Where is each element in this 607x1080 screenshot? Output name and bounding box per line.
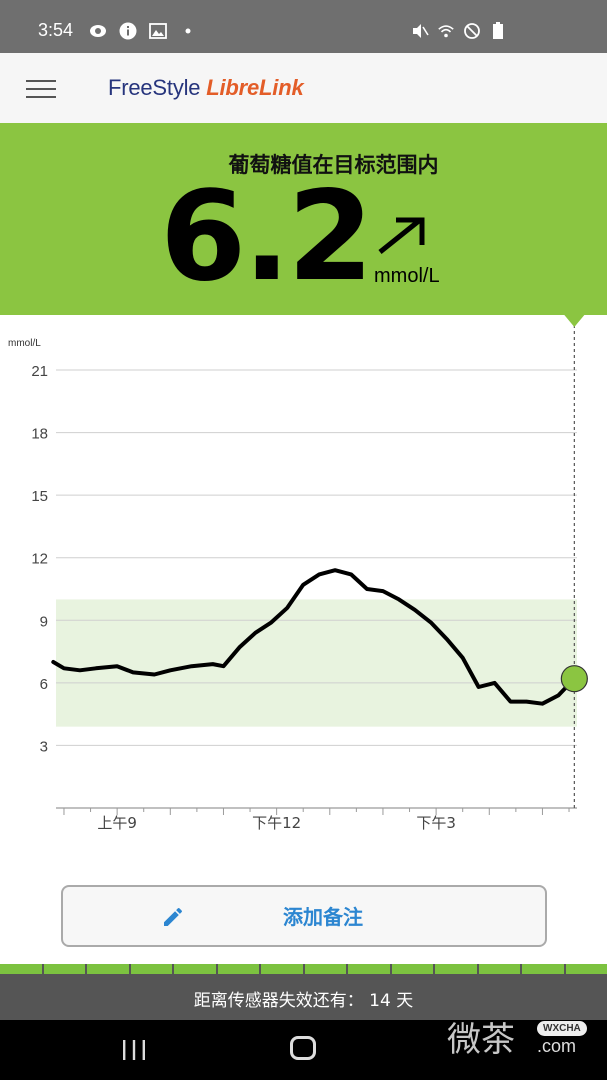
y-axis-label: mmol/L bbox=[8, 338, 41, 349]
info-icon bbox=[119, 22, 137, 40]
sensor-remaining-text: 距离传感器失效还有： 14 天 bbox=[193, 991, 414, 1011]
app-bar: FreeStyle LibreLink bbox=[0, 53, 607, 123]
home-icon[interactable] bbox=[290, 1036, 316, 1060]
sensor-progress-segment bbox=[0, 964, 42, 974]
recents-icon[interactable] bbox=[121, 1040, 147, 1060]
glucose-value: 6.2 bbox=[160, 165, 374, 309]
status-left-icons bbox=[89, 22, 197, 40]
y-tick-label: 9 bbox=[40, 613, 48, 630]
glucose-panel: 葡萄糖值在目标范围内 6.2 mmol/L bbox=[0, 123, 607, 315]
y-tick-label: 3 bbox=[40, 738, 48, 755]
glucose-chart-svg: 21 18 15 12 9 6 3 mmol/L 上午9 下午12 下午3 bbox=[8, 315, 588, 832]
dot-icon bbox=[179, 22, 197, 40]
sensor-progress-segment bbox=[174, 964, 216, 974]
y-tick-label: 21 bbox=[31, 363, 48, 380]
watermark-badge: WXCHA bbox=[537, 1021, 587, 1036]
glucose-status-message: 葡萄糖值在目标范围内 bbox=[228, 153, 439, 177]
logo-librelink: LibreLink bbox=[206, 75, 304, 100]
status-time: 3:54 bbox=[38, 20, 74, 40]
y-tick-label: 12 bbox=[31, 551, 48, 568]
app-logo: FreeStyle LibreLink bbox=[108, 75, 304, 101]
mute-icon bbox=[411, 22, 429, 40]
sensor-progress-segment bbox=[87, 964, 129, 974]
sensor-progress-segment bbox=[130, 964, 172, 974]
x-tick-label: 下午12 bbox=[252, 814, 301, 832]
sensor-progress-bar bbox=[0, 964, 607, 974]
sensor-progress-segment bbox=[435, 964, 477, 974]
target-range-band bbox=[56, 599, 577, 727]
add-note-label: 添加备注 bbox=[283, 905, 363, 929]
status-right-icons bbox=[411, 22, 507, 40]
sensor-progress-segment bbox=[43, 964, 85, 974]
x-tick-label: 下午3 bbox=[416, 814, 456, 832]
dnd-icon bbox=[463, 22, 481, 40]
sensor-progress-segment bbox=[522, 964, 564, 974]
image-icon bbox=[149, 22, 167, 40]
x-tick-label: 上午9 bbox=[97, 814, 137, 832]
glucose-line bbox=[51, 568, 577, 706]
glucose-unit: mmol/L bbox=[374, 265, 440, 287]
sensor-progress-segment bbox=[304, 964, 346, 974]
eye-icon bbox=[89, 22, 107, 40]
add-note-button[interactable]: 添加备注 bbox=[61, 885, 547, 947]
sensor-progress-segment bbox=[565, 964, 607, 974]
status-bar: 3:54 bbox=[0, 0, 607, 53]
sensor-progress-segment bbox=[348, 964, 390, 974]
sensor-progress-segment bbox=[391, 964, 433, 974]
current-glucose-point bbox=[560, 665, 588, 693]
wifi-icon bbox=[437, 22, 455, 40]
logo-freestyle: FreeStyle bbox=[108, 75, 207, 100]
menu-icon[interactable] bbox=[26, 80, 56, 98]
battery-icon bbox=[489, 22, 507, 40]
watermark-text: 微茶 bbox=[447, 1020, 515, 1060]
trend-arrow-icon bbox=[378, 217, 425, 254]
sensor-progress-segment bbox=[261, 964, 303, 974]
sensor-status-bar: 距离传感器失效还有： 14 天 bbox=[0, 974, 607, 1020]
y-tick-label: 6 bbox=[40, 676, 48, 693]
sensor-progress-segment bbox=[217, 964, 259, 974]
pencil-icon bbox=[164, 907, 183, 926]
current-pointer-triangle bbox=[564, 315, 585, 327]
navigation-bar bbox=[0, 1020, 607, 1080]
y-tick-label: 18 bbox=[31, 426, 48, 443]
watermark-domain: .com bbox=[537, 1036, 577, 1056]
y-tick-label: 15 bbox=[31, 488, 48, 505]
sensor-progress-segment bbox=[478, 964, 520, 974]
glucose-chart: 21 18 15 12 9 6 3 mmol/L 上午9 下午12 下午3 bbox=[0, 315, 607, 855]
